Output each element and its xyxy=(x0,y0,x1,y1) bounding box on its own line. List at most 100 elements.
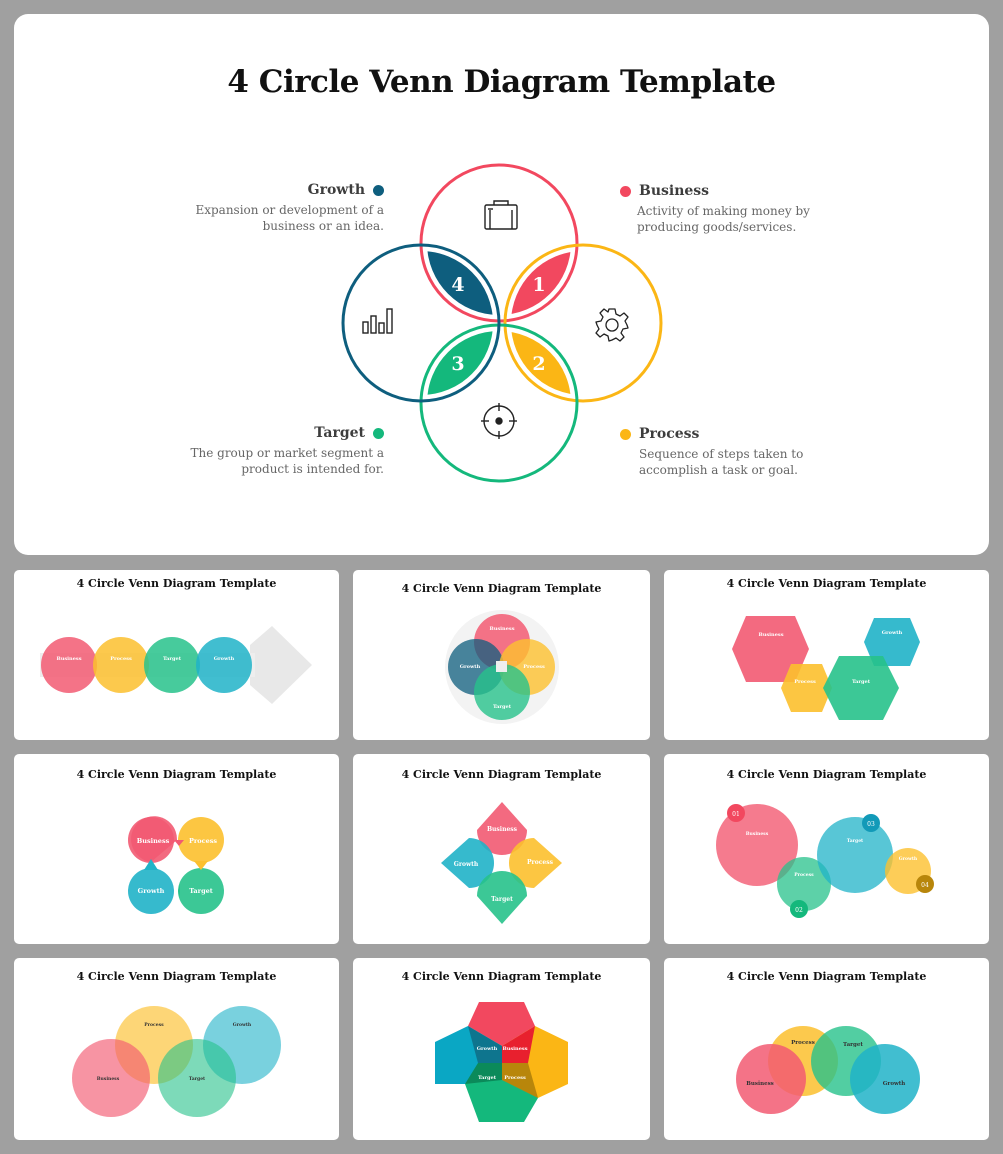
svg-text:Target: Target xyxy=(847,838,864,844)
target-label: Target The group or market segment a prod… xyxy=(174,425,384,477)
thumbnail-1[interactable]: 4 Circle Venn Diagram Template Business … xyxy=(14,570,339,740)
thumbnail-title: 4 Circle Venn Diagram Template xyxy=(726,768,927,781)
intersection-number-1: 1 xyxy=(532,274,545,296)
intersection-number-3: 3 xyxy=(451,353,464,375)
thumbnail-title: 4 Circle Venn Diagram Template xyxy=(76,768,277,781)
svg-text:Growth: Growth xyxy=(460,664,481,670)
thumbnail-title: 4 Circle Venn Diagram Template xyxy=(76,970,277,983)
intersection-2-process-target xyxy=(511,331,571,395)
intersection-1-business-process xyxy=(511,251,571,315)
svg-text:Business: Business xyxy=(746,1081,774,1087)
intersection-number-4: 4 xyxy=(451,274,464,296)
target-dot-icon xyxy=(373,427,384,439)
svg-text:Growth: Growth xyxy=(214,656,235,662)
svg-text:Process: Process xyxy=(110,656,132,662)
petal-diamond-diagram: Business Growth Process Target xyxy=(441,802,562,924)
process-label: Process Sequence of steps taken to accomp… xyxy=(620,426,850,478)
thumbnail-7[interactable]: 4 Circle Venn Diagram Template Process G… xyxy=(14,958,339,1140)
svg-text:01: 01 xyxy=(732,811,740,818)
growth-circle xyxy=(341,243,501,403)
svg-text:Target: Target xyxy=(163,656,182,662)
svg-text:Business: Business xyxy=(489,626,514,632)
thumbnail-title: 4 Circle Venn Diagram Template xyxy=(401,582,602,595)
thumbnail-title: 4 Circle Venn Diagram Template xyxy=(76,577,277,590)
svg-text:Target: Target xyxy=(478,1075,497,1081)
business-name: Business xyxy=(639,183,710,199)
thumbnail-3[interactable]: 4 Circle Venn Diagram Template Business … xyxy=(664,570,989,740)
overlapping-circles-diagram: Business Growth Process Target xyxy=(445,610,559,724)
target-desc-line1: The group or market segment a xyxy=(190,446,384,460)
four-circle-venn-diagram: 4 1 3 2 xyxy=(341,163,663,483)
svg-text:Business: Business xyxy=(97,1076,120,1082)
thumbnail-title: 4 Circle Venn Diagram Template xyxy=(401,768,602,781)
thumbnail-4[interactable]: 4 Circle Venn Diagram Template Business … xyxy=(14,754,339,944)
slide-title: 4 Circle Venn Diagram Template xyxy=(227,64,776,100)
gear-icon xyxy=(595,308,629,342)
business-dot-icon xyxy=(620,185,631,197)
process-name: Process xyxy=(639,426,700,442)
svg-text:Business: Business xyxy=(502,1046,527,1052)
thumbnail-2[interactable]: 4 Circle Venn Diagram Template Business … xyxy=(353,570,650,740)
svg-text:Growth: Growth xyxy=(477,1046,498,1052)
linear-circles-diagram: Business Process Target Growth xyxy=(40,626,312,704)
svg-text:04: 04 xyxy=(921,882,929,889)
thumbnail-8[interactable]: 4 Circle Venn Diagram Template Growth Bu… xyxy=(353,958,650,1140)
process-circle xyxy=(503,243,663,403)
target-icon xyxy=(481,403,517,439)
process-desc-line1: Sequence of steps taken to xyxy=(639,447,804,461)
thumbnail-title: 4 Circle Venn Diagram Template xyxy=(726,970,927,983)
svg-text:Growth: Growth xyxy=(899,856,918,862)
svg-text:Process: Process xyxy=(504,1075,526,1081)
svg-text:Growth: Growth xyxy=(454,861,479,868)
target-name: Target xyxy=(314,425,365,441)
process-dot-icon xyxy=(620,428,631,440)
hexagons-diagram: Business Growth Process Target xyxy=(732,616,920,720)
octagon-segments-diagram: Growth Business Target Process xyxy=(435,1002,568,1122)
svg-text:Business: Business xyxy=(137,837,170,845)
thumbnail-title: 4 Circle Venn Diagram Template xyxy=(401,970,602,983)
svg-text:Process: Process xyxy=(791,1040,815,1046)
svg-text:03: 03 xyxy=(867,821,875,828)
briefcase-icon xyxy=(484,200,518,230)
svg-text:Target: Target xyxy=(189,1076,206,1082)
svg-text:Business: Business xyxy=(487,826,518,833)
growth-desc-line2: business or an idea. xyxy=(262,219,384,233)
svg-text:Process: Process xyxy=(523,664,545,670)
svg-text:Business: Business xyxy=(56,656,81,662)
svg-text:Growth: Growth xyxy=(882,630,903,636)
business-desc-line2: producing goods/services. xyxy=(637,220,797,234)
numbered-bubbles-diagram: 01 02 03 04 Business Process Target Grow… xyxy=(716,804,934,918)
staggered-circles-diagram: Process Growth Business Target xyxy=(72,1006,281,1117)
svg-text:Process: Process xyxy=(527,859,554,866)
thumbnail-9[interactable]: 4 Circle Venn Diagram Template Process T… xyxy=(664,958,989,1140)
main-slide-preview[interactable]: 4 Circle Venn Diagram Template xyxy=(14,14,989,555)
svg-text:Process: Process xyxy=(794,679,816,685)
svg-text:Business: Business xyxy=(746,831,769,837)
intersection-number-2: 2 xyxy=(532,353,545,375)
growth-desc-line1: Expansion or development of a xyxy=(195,203,384,217)
svg-text:Target: Target xyxy=(852,679,871,685)
business-label: Business Activity of making money by prod… xyxy=(620,183,850,235)
intersection-3-growth-target xyxy=(427,331,493,395)
svg-text:Target: Target xyxy=(843,1042,863,1048)
chain-circles-diagram: Process Target Business Growth xyxy=(736,1026,920,1114)
thumbnail-5[interactable]: 4 Circle Venn Diagram Template Business … xyxy=(353,754,650,944)
svg-text:02: 02 xyxy=(795,907,803,914)
business-circle xyxy=(419,163,579,323)
intersection-4-growth-business xyxy=(427,251,493,315)
svg-text:Growth: Growth xyxy=(233,1022,252,1028)
svg-text:Process: Process xyxy=(144,1022,164,1028)
target-desc-line2: product is intended for. xyxy=(241,462,384,476)
growth-name: Growth xyxy=(307,182,365,198)
growth-label: Growth Expansion or development of a busi… xyxy=(174,182,384,234)
svg-text:Growth: Growth xyxy=(138,887,165,895)
svg-text:Business: Business xyxy=(758,632,783,638)
business-desc-line1: Activity of making money by xyxy=(637,204,810,218)
bar-chart-icon xyxy=(362,308,393,334)
svg-text:Target: Target xyxy=(493,704,512,710)
thumbnail-6[interactable]: 4 Circle Venn Diagram Template 01 02 03 … xyxy=(664,754,989,944)
process-desc-line2: accomplish a task or goal. xyxy=(639,463,798,477)
svg-text:Growth: Growth xyxy=(883,1081,906,1087)
svg-text:Process: Process xyxy=(794,872,814,878)
svg-text:Target: Target xyxy=(189,887,213,895)
